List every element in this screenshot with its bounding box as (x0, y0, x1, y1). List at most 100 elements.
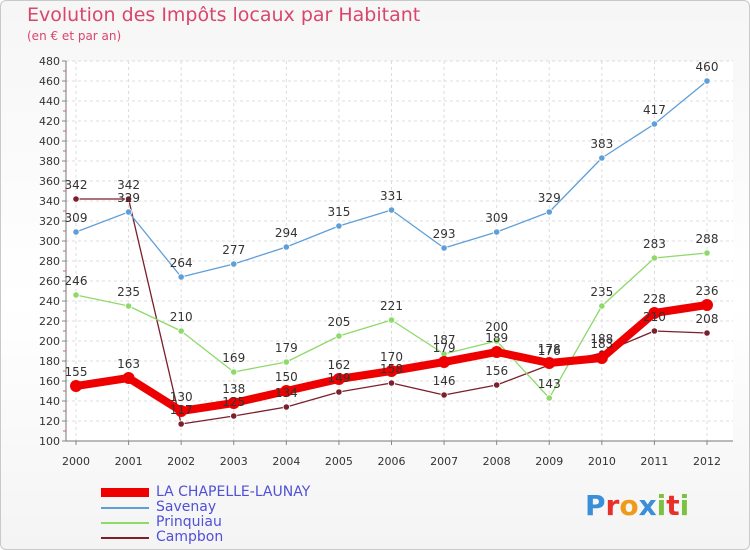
data-point (230, 412, 238, 420)
data-point (701, 299, 713, 311)
data-label: 309 (485, 211, 508, 225)
y-tick-label: 100 (39, 435, 60, 448)
x-tick-label: 2010 (588, 455, 616, 468)
data-label: 235 (117, 285, 140, 299)
y-tick-label: 380 (39, 155, 60, 168)
legend-label: Savenay (156, 499, 217, 515)
data-point (440, 391, 448, 399)
data-point (385, 365, 398, 377)
data-point (72, 228, 80, 236)
data-label: 117 (170, 403, 193, 417)
chart-subtitle: (en € et par an) (27, 29, 122, 43)
y-tick-label: 460 (39, 75, 60, 88)
data-label: 149 (327, 371, 350, 385)
chart-legend: LA CHAPELLE-LAUNAY Savenay Prinquiau Cam… (101, 484, 401, 545)
y-tick-label: 140 (39, 395, 60, 408)
data-point (387, 379, 396, 387)
logo-letter: i (656, 489, 667, 522)
y-tick-label: 300 (39, 235, 60, 248)
y-tick-label: 240 (39, 295, 60, 308)
data-label: 183 (590, 337, 613, 351)
data-point (335, 332, 343, 340)
data-point (545, 208, 553, 216)
data-label: 150 (275, 370, 298, 384)
logo-letter: t (666, 489, 680, 522)
data-point (387, 206, 396, 214)
data-label: 383 (590, 137, 613, 151)
data-label: 228 (643, 292, 666, 306)
x-tick-label: 2009 (535, 455, 563, 468)
data-point (230, 368, 238, 376)
data-point (335, 388, 343, 396)
data-label: 188 (590, 332, 613, 346)
legend-item-campbon: Campbon (101, 529, 401, 545)
data-label: 210 (643, 310, 666, 324)
data-label: 329 (117, 191, 140, 205)
x-tick-label: 2007 (430, 455, 458, 468)
data-label: 178 (538, 342, 561, 356)
data-label: 235 (590, 285, 613, 299)
chart-title: Evolution des Impôts locaux par Habitant (27, 4, 421, 26)
legend-swatch (101, 522, 149, 524)
data-label: 130 (170, 390, 193, 404)
y-tick-label: 400 (39, 135, 60, 148)
logo-letter: o (619, 489, 639, 522)
data-point (72, 195, 80, 203)
data-point (177, 327, 185, 335)
data-label: 176 (538, 344, 561, 358)
y-tick-label: 120 (39, 415, 60, 428)
data-point (703, 77, 711, 85)
x-tick-label: 2003 (220, 455, 248, 468)
data-label: 169 (222, 351, 245, 365)
data-label: 210 (170, 310, 193, 324)
data-point (124, 208, 133, 216)
legend-swatch (101, 537, 149, 539)
y-tick-label: 420 (39, 115, 60, 128)
data-point (648, 307, 661, 319)
data-label: 205 (327, 315, 350, 329)
y-tick-label: 280 (39, 255, 60, 268)
data-label: 264 (170, 256, 193, 270)
legend-label: Campbon (156, 529, 224, 545)
y-tick-label: 440 (39, 95, 60, 108)
data-label: 329 (538, 191, 561, 205)
y-tick-label: 160 (39, 375, 60, 388)
data-label: 158 (380, 362, 403, 376)
legend-item-la-chapelle-launay: LA CHAPELLE-LAUNAY (101, 484, 401, 500)
legend-label: LA CHAPELLE-LAUNAY (156, 484, 311, 500)
data-label: 138 (222, 382, 245, 396)
data-point (598, 154, 606, 162)
data-label: 293 (433, 227, 456, 241)
data-label: 342 (117, 178, 140, 192)
data-point (387, 316, 396, 324)
y-tick-label: 200 (39, 335, 60, 348)
data-label: 143 (538, 377, 561, 391)
x-tick-label: 2005 (325, 455, 353, 468)
data-label: 170 (380, 350, 403, 364)
data-point (332, 373, 345, 385)
data-point (282, 243, 290, 251)
data-point (335, 222, 343, 230)
data-point (545, 394, 553, 402)
legend-swatch (101, 507, 149, 509)
data-label: 179 (433, 341, 456, 355)
data-label: 246 (65, 274, 88, 288)
data-label: 331 (380, 189, 403, 203)
logo-letter: i (679, 489, 690, 522)
data-point (177, 273, 185, 281)
y-tick-label: 360 (39, 175, 60, 188)
data-point (227, 397, 240, 409)
x-tick-label: 2011 (640, 455, 668, 468)
data-point (598, 302, 606, 310)
data-point (595, 352, 608, 364)
data-label: 288 (696, 232, 719, 246)
legend-label: Prinquiau (156, 514, 222, 530)
legend-swatch (101, 488, 149, 497)
data-point (703, 329, 711, 337)
data-label: 189 (485, 331, 508, 345)
data-label: 277 (222, 243, 245, 257)
data-point (230, 260, 238, 268)
data-label: 315 (327, 205, 350, 219)
